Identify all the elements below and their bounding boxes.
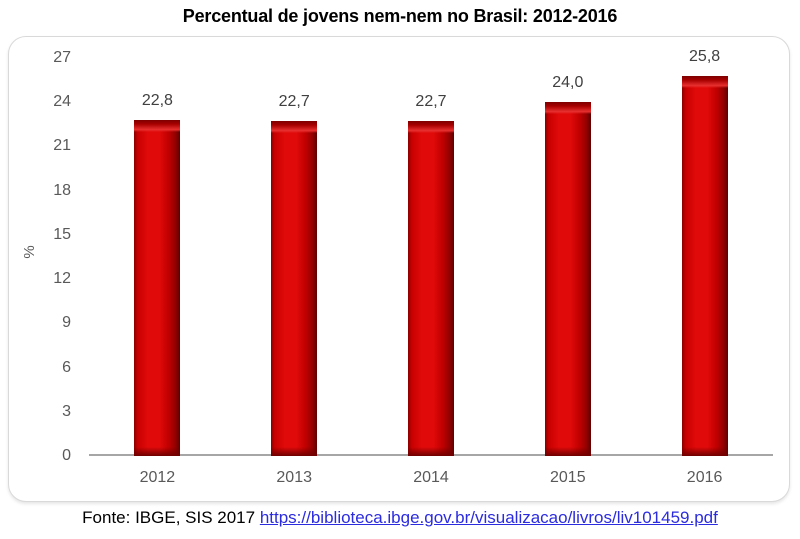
- y-tick-label: 27: [53, 49, 71, 66]
- x-tick-label-2013: 2013: [276, 469, 312, 486]
- y-tick-label: 15: [53, 225, 71, 243]
- x-tick-label-2012: 2012: [139, 469, 176, 486]
- source-link[interactable]: https://biblioteca.ibge.gov.br/visualiza…: [259, 508, 718, 527]
- value-label-2014: 22,7: [415, 93, 447, 110]
- value-label-2015: 24,0: [552, 74, 584, 91]
- bar-2016: [681, 76, 728, 456]
- source-note: Fonte: IBGE, SIS 2017 https://biblioteca…: [0, 507, 800, 529]
- y-tick-label: 18: [53, 181, 71, 199]
- y-tick-label: 6: [62, 358, 71, 376]
- value-label-2013: 22,7: [278, 93, 310, 110]
- value-label-2012: 22,8: [141, 92, 173, 109]
- bar-2014: [408, 121, 454, 456]
- bar-2013: [271, 121, 318, 456]
- y-tick-label: 0: [62, 447, 71, 464]
- bar-2015: [544, 102, 591, 456]
- chart-panel: % 0 3 6 9 12 15 18 21 24 27 22,8 2012 22,7 2013 22,7 20…: [8, 36, 790, 502]
- x-tick-label-2016: 2016: [686, 469, 723, 486]
- x-tick-label-2014: 2014: [413, 469, 449, 486]
- y-tick-label: 24: [53, 93, 71, 111]
- y-tick-label: 3: [62, 402, 71, 420]
- chart-title: Percentual de jovens nem-nem no Brasil: …: [182, 6, 618, 26]
- y-tick-label: 21: [53, 137, 71, 155]
- y-tick-label: 9: [62, 314, 71, 332]
- x-tick-label-2015: 2015: [550, 469, 586, 486]
- y-tick-label: 12: [53, 270, 71, 288]
- source-text: Fonte: IBGE, SIS 2017: [82, 508, 256, 527]
- value-label-2016: 25,8: [689, 48, 721, 65]
- bar-2012: [134, 120, 181, 456]
- plot-area: % 0 3 6 9 12 15 18 21 24 27 22,8 2012 22,7 2013 22,7 20…: [9, 37, 789, 501]
